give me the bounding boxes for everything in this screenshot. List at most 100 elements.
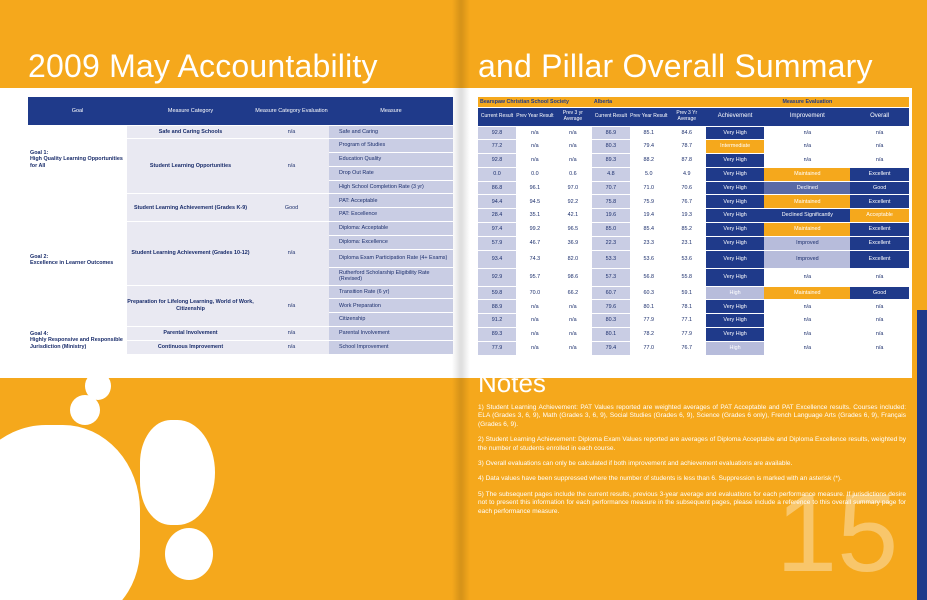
result-cell: 71.0 bbox=[629, 181, 668, 196]
note-5: 5) The subsequent pages include the curr… bbox=[478, 490, 906, 515]
table-row: Goal 1: High Quality Learning Opportunit… bbox=[28, 125, 453, 195]
group-header-eval: Measure Evaluation bbox=[705, 97, 909, 108]
overall-cell: n/a bbox=[850, 139, 909, 155]
result-cell: 85.0 bbox=[591, 222, 630, 237]
result-cell: 19.3 bbox=[667, 208, 706, 224]
result-cell: 0.0 bbox=[478, 167, 516, 182]
result-cell: 86.9 bbox=[591, 126, 630, 141]
col-header: Prev 3 Yr Average bbox=[667, 107, 706, 127]
result-cell: 57.3 bbox=[591, 268, 630, 287]
result-cell: 80.3 bbox=[591, 313, 630, 329]
category-cell: Safe and Caring Schools bbox=[127, 125, 254, 140]
category-cell: Continuous Improvement bbox=[127, 340, 254, 355]
result-cell: n/a bbox=[515, 327, 554, 342]
result-cell: 77.1 bbox=[667, 313, 706, 329]
achievement-cell: Very High bbox=[705, 153, 765, 168]
col-header: Prev Year Result bbox=[515, 107, 554, 127]
category-eval-cell: n/a bbox=[254, 138, 329, 195]
achievement-cell: Very High bbox=[705, 181, 765, 196]
table-row: Education Quality bbox=[28, 152, 453, 167]
notes-list: 1) Student Learning Achievement: PAT Val… bbox=[478, 404, 906, 523]
overall-cell: Good bbox=[850, 181, 909, 196]
measure-cell: PAT: Excellence bbox=[329, 207, 453, 223]
achievement-cell: Very High bbox=[705, 126, 765, 141]
category-cell: Student Learning Achievement (Grades 10-… bbox=[127, 221, 254, 286]
achievement-cell: Very High bbox=[705, 327, 765, 342]
result-cell: 56.8 bbox=[629, 268, 668, 287]
result-cell: 75.9 bbox=[629, 194, 668, 210]
note-4: 4) Data values have been suppressed wher… bbox=[478, 475, 842, 483]
result-cell: 78.2 bbox=[629, 327, 668, 342]
table-row: 77.9 n/a n/a 79.4 77.0 76.7 High n/a n/a bbox=[478, 341, 909, 356]
result-cell: 80.3 bbox=[591, 139, 630, 155]
improvement-cell: Maintained bbox=[764, 222, 851, 237]
category-cell: Parental Involvement bbox=[127, 326, 254, 341]
overall-cell: Acceptable bbox=[850, 208, 909, 224]
measure-cell: Drop Out Rate bbox=[329, 166, 453, 181]
category-cell: Student Learning Achievement (Grades K-9… bbox=[127, 193, 254, 223]
category-eval-cell: n/a bbox=[254, 340, 329, 355]
result-cell: n/a bbox=[515, 299, 554, 315]
table-row: 97.4 99.2 96.5 85.0 85.4 85.2 Very High Maintai… bbox=[478, 222, 909, 237]
right-page-title: and Pillar Overall Summary bbox=[478, 48, 873, 84]
measure-cell: Education Quality bbox=[329, 152, 453, 167]
measure-cell: Rutherford Scholarship Eligibility Rate … bbox=[329, 267, 453, 286]
result-cell: 55.8 bbox=[667, 268, 706, 287]
result-cell: n/a bbox=[553, 126, 592, 141]
goal-2: Goal 2: Excellence in Learner Outcomes bbox=[28, 193, 127, 328]
result-cell: 23.3 bbox=[629, 236, 668, 251]
result-cell: 80.1 bbox=[591, 327, 630, 342]
result-cell: 19.6 bbox=[591, 208, 630, 224]
result-cell: 99.2 bbox=[515, 222, 554, 237]
result-cell: 78.7 bbox=[667, 139, 706, 155]
table-row: 88.9 n/a n/a 79.6 80.1 78.1 Very High n/a n/a bbox=[478, 299, 909, 315]
result-cell: 46.7 bbox=[515, 236, 554, 251]
overall-cell: n/a bbox=[850, 299, 909, 315]
table-row: 59.8 70.0 66.2 60.7 60.3 59.1 High Maintained Go… bbox=[478, 286, 909, 301]
left-page-number: 14 bbox=[6, 541, 62, 597]
result-cell: 95.7 bbox=[515, 268, 554, 287]
group-header-alberta: Alberta bbox=[591, 97, 706, 108]
result-cell: n/a bbox=[515, 139, 554, 155]
improvement-cell: Maintained bbox=[764, 286, 851, 301]
table-row: 0.0 0.0 0.6 4.8 5.0 4.9 Very High Maintained Exc… bbox=[478, 167, 909, 182]
result-cell: 79.4 bbox=[591, 341, 630, 356]
measure-cell: Diploma: Excellence bbox=[329, 235, 453, 250]
overall-cell: n/a bbox=[850, 126, 909, 141]
result-cell: 66.2 bbox=[553, 286, 592, 301]
measure-cell: High School Completion Rate (3 yr) bbox=[329, 180, 453, 195]
result-cell: 94.4 bbox=[478, 194, 516, 210]
result-cell: 80.1 bbox=[629, 299, 668, 315]
left-page: 2009 May Accountability 14 Goal Measure … bbox=[0, 0, 458, 600]
col-header: Current Result bbox=[478, 107, 516, 127]
result-cell: 23.1 bbox=[667, 236, 706, 251]
achievement-cell: Intermediate bbox=[705, 139, 765, 155]
table-row: 92.8 n/a n/a 86.9 85.1 84.6 Very High n/a n/a bbox=[478, 126, 909, 141]
col-header-achievement: Achievement bbox=[705, 107, 765, 127]
result-cell: 92.9 bbox=[478, 268, 516, 287]
category-eval-cell: n/a bbox=[254, 285, 329, 328]
improvement-cell: n/a bbox=[764, 313, 851, 329]
right-page-number: 15 bbox=[776, 472, 899, 595]
table-row: 57.9 46.7 36.9 22.3 23.3 23.1 Very High Improve… bbox=[478, 236, 909, 251]
result-cell: 60.3 bbox=[629, 286, 668, 301]
side-accent-blue bbox=[917, 310, 927, 600]
achievement-cell: Very High bbox=[705, 313, 765, 329]
table-row: 86.8 96.1 97.0 70.7 71.0 70.6 Very High Decline… bbox=[478, 181, 909, 196]
result-cell: 70.6 bbox=[667, 181, 706, 196]
table-row: 92.9 95.7 98.6 57.3 56.8 55.8 Very High n/a n/a bbox=[478, 268, 909, 287]
column-header-row: Current Result Prev Year Result Prev 3 y… bbox=[478, 107, 909, 127]
measure-cell: Citizenship bbox=[329, 312, 453, 328]
measure-cell: Program of Studies bbox=[329, 138, 453, 154]
result-cell: 88.9 bbox=[478, 299, 516, 315]
result-cell: 84.6 bbox=[667, 126, 706, 141]
result-cell: 74.3 bbox=[515, 250, 554, 269]
result-cell: 53.6 bbox=[667, 250, 706, 269]
improvement-cell: Improved bbox=[764, 250, 851, 269]
table-row: Work Preparation bbox=[28, 298, 453, 314]
improvement-cell: n/a bbox=[764, 153, 851, 168]
achievement-cell: Very High bbox=[705, 208, 765, 224]
result-cell: 85.2 bbox=[667, 222, 706, 237]
blob-small-2 bbox=[70, 395, 100, 425]
result-cell: 94.5 bbox=[515, 194, 554, 210]
